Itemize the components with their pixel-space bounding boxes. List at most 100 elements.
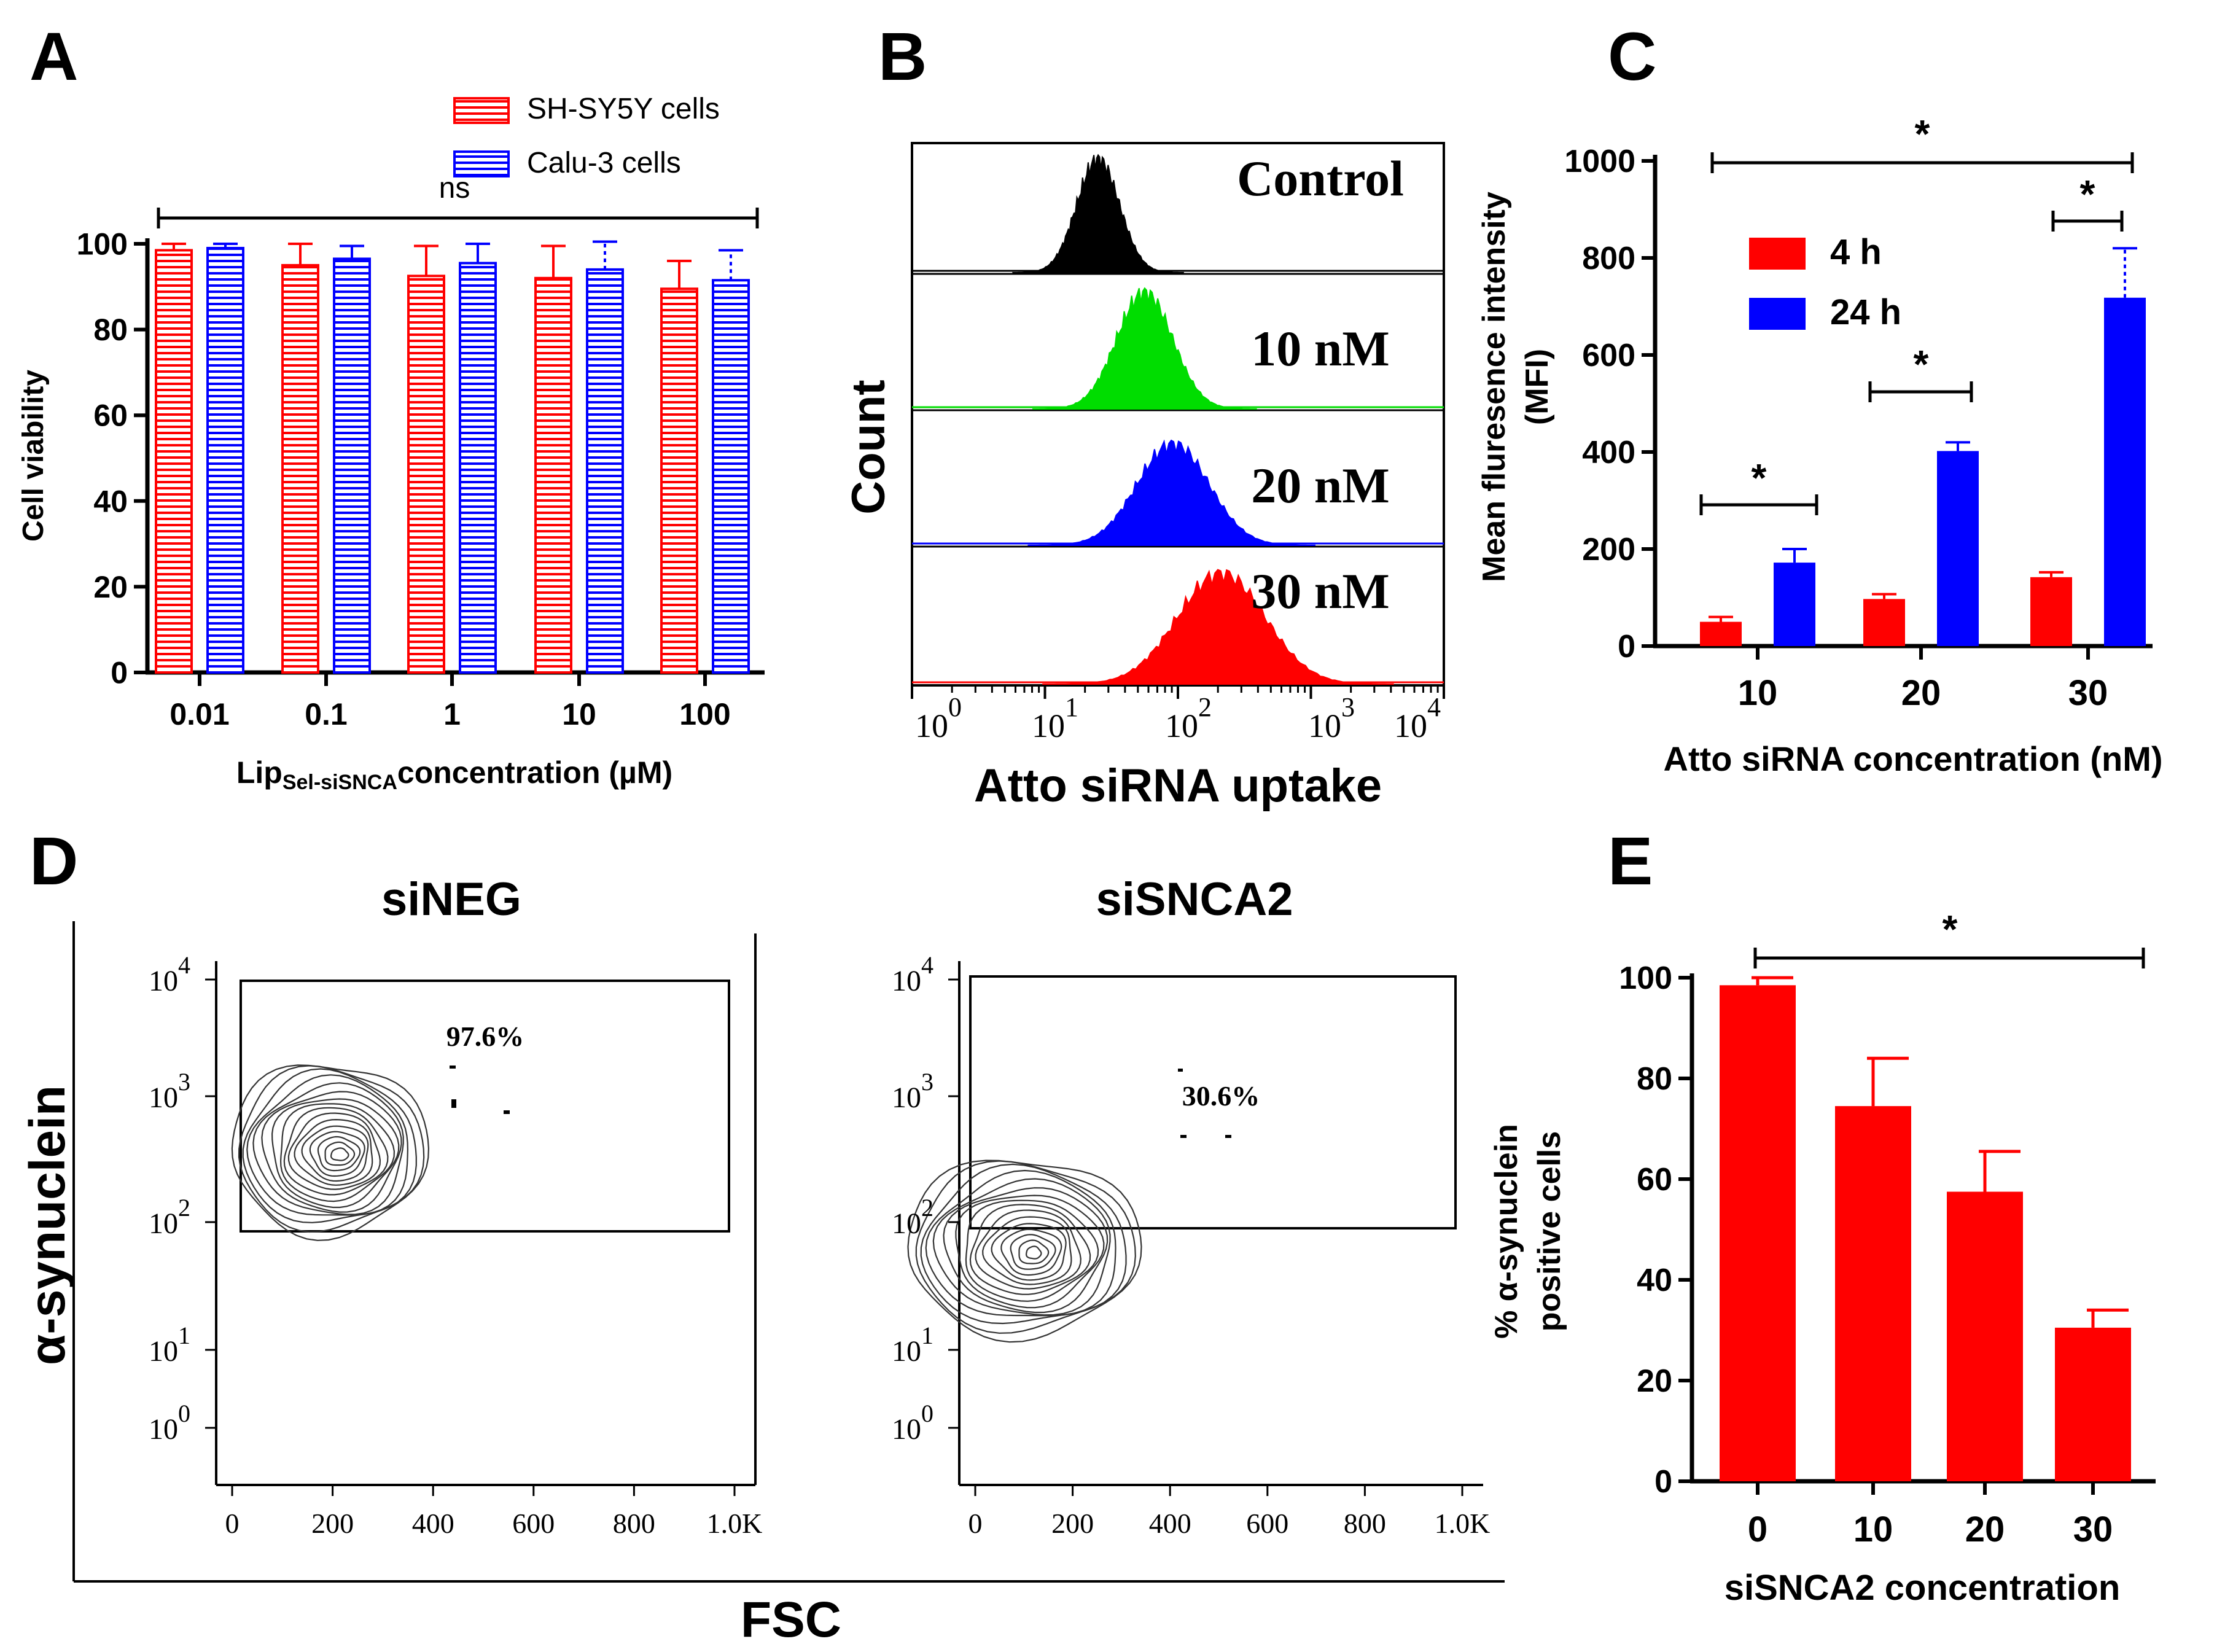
a-y-tick-label: 0 bbox=[111, 656, 128, 690]
d2-y-tick-label: 102 bbox=[892, 1194, 933, 1240]
b-x-tick-label: 103 bbox=[1308, 692, 1355, 744]
a-x-tick-label: 1 bbox=[443, 697, 461, 731]
c-x-tick-label: 20 bbox=[1901, 673, 1941, 713]
d2-event-dot bbox=[1180, 1135, 1187, 1138]
b-histogram-3 bbox=[1042, 569, 1395, 685]
d-contour-line bbox=[955, 1194, 1105, 1309]
d2-y-tick-base: 10 bbox=[892, 1335, 921, 1368]
d-contour-line bbox=[1000, 1228, 1062, 1276]
e-y-axis-title-line2: positive cells bbox=[1532, 1131, 1567, 1332]
d-contour-line bbox=[309, 1131, 365, 1177]
d-x-axis-title: FSC bbox=[741, 1592, 841, 1648]
b-x-tick-exp: 0 bbox=[948, 692, 962, 722]
b-histogram-label-0: Control bbox=[1237, 150, 1404, 206]
d-contour-line bbox=[943, 1187, 1109, 1314]
a-bar-shsy5y bbox=[281, 263, 319, 674]
b-x-tick-base: 10 bbox=[1032, 707, 1065, 744]
a-bar-calu3 bbox=[586, 268, 624, 674]
d-contour-line bbox=[969, 1204, 1091, 1295]
d-contour-line bbox=[324, 1141, 356, 1166]
c-x-tick-label: 30 bbox=[2068, 673, 2108, 713]
a-bar-calu3 bbox=[333, 257, 371, 674]
b-x-tick-base: 10 bbox=[1165, 707, 1198, 744]
d1-y-tick-label: 102 bbox=[149, 1194, 190, 1240]
d1-gate bbox=[240, 980, 730, 1233]
d-contour-line bbox=[920, 1163, 1127, 1325]
e-y-tick-label: 80 bbox=[1637, 1061, 1672, 1097]
a-bar-shsy5y bbox=[660, 287, 698, 674]
e-bar bbox=[2055, 1327, 2131, 1481]
c-y-axis-title-line2: (MFI) bbox=[1519, 349, 1555, 425]
c-y-tick-label: 200 bbox=[1582, 532, 1635, 567]
b-x-tick-label: 100 bbox=[915, 692, 962, 744]
b-histogram-label-3: 30 nM bbox=[1251, 563, 1390, 619]
a-x-tick-label: 0.1 bbox=[305, 697, 348, 731]
c-x-tick-label: 10 bbox=[1738, 673, 1778, 713]
a-bar-calu3 bbox=[712, 279, 750, 674]
e-y-tick-label: 60 bbox=[1637, 1162, 1672, 1198]
d1-y-tick-exp: 2 bbox=[178, 1194, 190, 1221]
c-y-tick-label: 0 bbox=[1618, 629, 1635, 664]
c-x-axis-title: Atto siRNA concentration (nM) bbox=[1664, 739, 2163, 778]
a-bar-shsy5y bbox=[534, 276, 572, 674]
e-x-tick-label: 10 bbox=[1853, 1510, 1893, 1549]
d-contour-line bbox=[242, 1068, 417, 1223]
e-sig-star: * bbox=[1943, 907, 1958, 951]
a-x-axis-title-tail: concentration (µM) bbox=[397, 755, 672, 790]
b-histograms: Control 10 nM 20 nM 30 nM bbox=[912, 150, 1444, 685]
a-y-tick-label: 80 bbox=[93, 313, 128, 347]
c-sig-20-star: * bbox=[1914, 342, 1929, 386]
a-y-tick-label: 20 bbox=[93, 570, 128, 604]
b-x-tick-base: 10 bbox=[1308, 707, 1341, 744]
panel-c-chart: 0 200 400 600 800 1000 10 20 30 * * * * bbox=[1476, 112, 2162, 778]
d-plot1-title: siNEG bbox=[381, 873, 521, 925]
d-contour-line bbox=[1026, 1245, 1042, 1260]
d1-y-tick-label: 104 bbox=[149, 951, 190, 997]
d1-x-tick-label: 400 bbox=[412, 1508, 454, 1539]
e-x-tick-label: 30 bbox=[2073, 1510, 2113, 1549]
d1-y-tick-base: 10 bbox=[149, 965, 178, 997]
d1-y-tick-base: 10 bbox=[149, 1413, 178, 1446]
d-contour-line bbox=[991, 1223, 1067, 1281]
d-contour-line bbox=[907, 1159, 1142, 1343]
a-x-tick-label: 100 bbox=[679, 697, 730, 731]
d2-y-tick-base: 10 bbox=[892, 1081, 921, 1114]
d-contour-line bbox=[915, 1160, 1136, 1334]
d-contour-line bbox=[252, 1082, 404, 1215]
d1-y-tick-exp: 1 bbox=[178, 1322, 190, 1349]
d1-y-tick-label: 101 bbox=[149, 1322, 190, 1368]
b-x-tick-base: 10 bbox=[1394, 707, 1427, 744]
d2-y-tick-exp: 3 bbox=[921, 1068, 933, 1096]
panel-label-b: B bbox=[878, 19, 927, 95]
d1-y-tick-exp: 3 bbox=[178, 1068, 190, 1096]
d1-y-tick-base: 10 bbox=[149, 1081, 178, 1114]
d2-contours bbox=[907, 1069, 1231, 1343]
a-y-tick-label: 100 bbox=[77, 227, 128, 262]
a-bar-calu3 bbox=[206, 246, 244, 674]
b-x-tick-base: 10 bbox=[915, 707, 948, 744]
d2-gate bbox=[969, 975, 1457, 1229]
c-bar-24h bbox=[1937, 451, 1979, 646]
a-x-axis-title-main: Lip bbox=[236, 755, 283, 790]
c-legend-label-4h: 4 h bbox=[1830, 232, 1882, 272]
d2-x-tick-label: 600 bbox=[1246, 1508, 1288, 1539]
a-y-tick-label: 60 bbox=[93, 399, 128, 433]
d-contour-line bbox=[317, 1136, 361, 1172]
c-legend-swatch-24h bbox=[1749, 298, 1806, 330]
d2-y-tick-exp: 2 bbox=[921, 1194, 933, 1221]
b-histogram-0 bbox=[1012, 154, 1185, 273]
e-x-tick-label: 0 bbox=[1748, 1510, 1767, 1549]
d2-y-tick-base: 10 bbox=[892, 965, 921, 997]
d-contour-line bbox=[283, 1107, 389, 1196]
c-legend-label-24h: 24 h bbox=[1830, 292, 1901, 332]
d-y-axis-title: α-synuclein bbox=[20, 1085, 76, 1365]
c-bar-24h bbox=[2104, 297, 2146, 646]
d2-x-tick-label: 400 bbox=[1149, 1508, 1191, 1539]
c-y-axis-title-line1: Mean fluresence intensity bbox=[1476, 192, 1512, 582]
d-contour-line bbox=[279, 1103, 396, 1202]
e-y-axis-title-line1: % α-synuclein bbox=[1489, 1124, 1524, 1339]
d2-y-tick-label: 101 bbox=[892, 1322, 933, 1368]
